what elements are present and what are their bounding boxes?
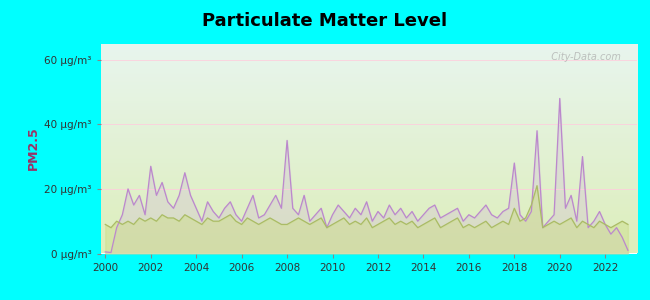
- Text: City-Data.com: City-Data.com: [545, 52, 621, 62]
- Y-axis label: PM2.5: PM2.5: [27, 127, 40, 170]
- Text: Particulate Matter Level: Particulate Matter Level: [202, 12, 448, 30]
